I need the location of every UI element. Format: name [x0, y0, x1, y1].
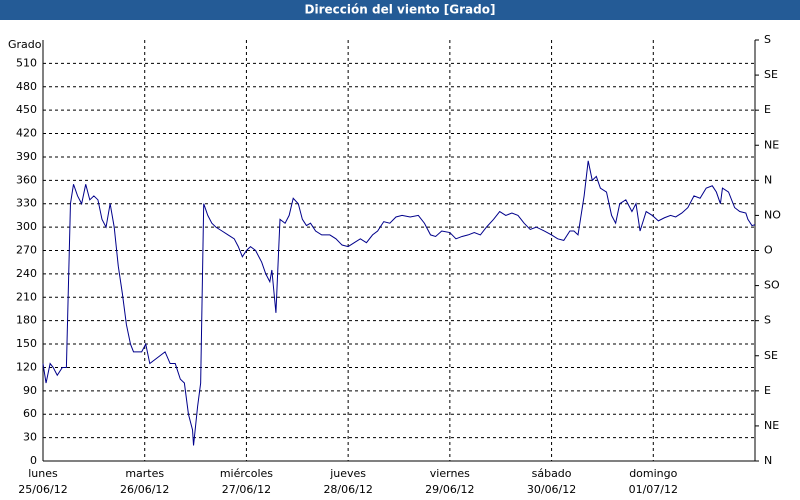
x-tick-date: 28/06/12	[323, 483, 372, 496]
y-tick-label: 360	[16, 173, 37, 186]
y2-tick-label: S	[764, 33, 771, 46]
y-tick-label: 60	[23, 407, 37, 420]
y-tick-label: 450	[16, 103, 37, 116]
x-tick-date: 30/06/12	[527, 483, 576, 496]
x-tick-date: 27/06/12	[222, 483, 271, 496]
y-tick-label: 30	[23, 431, 37, 444]
y-tick-label: 510	[16, 56, 37, 69]
chart-title: Dirección del viento [Grado]	[305, 3, 496, 17]
y2-tick-label: SO	[764, 279, 780, 292]
x-tick-date: 25/06/12	[18, 483, 67, 496]
y2-tick-label: NE	[764, 138, 779, 151]
y-tick-label: 240	[16, 267, 37, 280]
x-tick-date: 26/06/12	[120, 483, 169, 496]
x-tick-label: lunes	[28, 467, 58, 480]
y-tick-label: 420	[16, 127, 37, 140]
y-tick-label: 120	[16, 360, 37, 373]
y-axis-label: Grado	[8, 38, 42, 51]
y2-tick-label: O	[764, 244, 773, 257]
y-tick-label: 0	[30, 454, 37, 467]
y-tick-label: 330	[16, 197, 37, 210]
y2-tick-label: E	[764, 384, 771, 397]
y-tick-label: 180	[16, 314, 37, 327]
y2-tick-label: NO	[764, 208, 781, 221]
x-tick-label: viernes	[430, 467, 470, 480]
y2-tick-label: S	[764, 314, 771, 327]
x-tick-label: miércoles	[220, 467, 273, 480]
y-tick-label: 300	[16, 220, 37, 233]
title-bar	[0, 0, 800, 20]
x-tick-label: martes	[125, 467, 164, 480]
y-tick-label: 210	[16, 290, 37, 303]
y-tick-label: 90	[23, 384, 37, 397]
x-tick-label: jueves	[329, 467, 366, 480]
y-tick-label: 390	[16, 150, 37, 163]
y2-tick-label: SE	[764, 68, 778, 81]
y2-tick-label: NE	[764, 419, 779, 432]
x-tick-date: 01/07/12	[629, 483, 678, 496]
data-line	[42, 160, 756, 446]
x-tick-label: sábado	[532, 467, 572, 480]
x-tick-label: domingo	[629, 467, 677, 480]
x-tick-date: 29/06/12	[425, 483, 474, 496]
y2-tick-label: E	[764, 103, 771, 116]
y2-tick-label: N	[764, 173, 772, 186]
y-tick-label: 150	[16, 337, 37, 350]
y2-tick-label: N	[764, 454, 772, 467]
y2-tick-label: SE	[764, 349, 778, 362]
y-tick-label: 270	[16, 244, 37, 257]
y-tick-label: 480	[16, 80, 37, 93]
